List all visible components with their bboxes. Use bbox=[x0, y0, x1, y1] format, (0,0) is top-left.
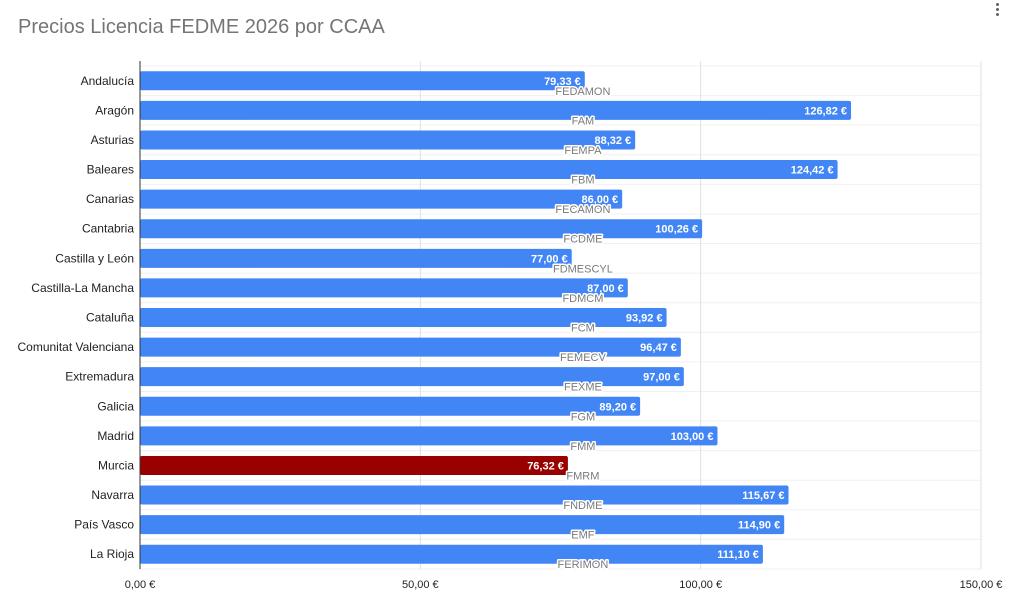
bar bbox=[140, 515, 785, 535]
value-label: 87,00 € bbox=[587, 283, 624, 295]
value-label: 103,00 € bbox=[671, 431, 714, 443]
federation-label: FCDME bbox=[563, 234, 602, 246]
federation-label: FMRM bbox=[566, 470, 599, 482]
federation-label: EMF bbox=[571, 530, 595, 542]
chart-title: Precios Licencia FEDME 2026 por CCAA bbox=[18, 16, 385, 38]
category-label: Asturias bbox=[91, 133, 134, 147]
value-label: 114,90 € bbox=[738, 520, 780, 532]
value-label: 100,26 € bbox=[655, 224, 698, 236]
bar bbox=[140, 485, 789, 505]
more-options-button[interactable] bbox=[990, 0, 1006, 18]
category-label: Canarias bbox=[86, 192, 134, 206]
federation-label: FNDME bbox=[563, 500, 602, 512]
bar bbox=[140, 189, 623, 209]
bar bbox=[140, 160, 838, 180]
value-label: 96,47 € bbox=[640, 342, 677, 354]
category-label: Murcia bbox=[98, 458, 134, 472]
x-tick-label: 150,00 € bbox=[960, 579, 1003, 591]
federation-label: FMM bbox=[570, 441, 595, 453]
federation-label: FAM bbox=[572, 115, 595, 127]
category-label: Cataluña bbox=[86, 311, 134, 325]
federation-label: FECAMON bbox=[555, 204, 610, 216]
value-label: 111,10 € bbox=[717, 549, 759, 561]
value-label: 89,20 € bbox=[599, 401, 636, 413]
federation-label: FDMESCYL bbox=[553, 263, 613, 275]
value-label: 86,00 € bbox=[581, 194, 618, 206]
federation-label: FDMCM bbox=[562, 293, 603, 305]
x-tick-label: 50,00 € bbox=[402, 579, 439, 591]
bar bbox=[140, 100, 852, 120]
bar bbox=[140, 219, 703, 239]
category-label: Castilla y León bbox=[55, 251, 134, 265]
category-label: Extremadura bbox=[65, 370, 134, 384]
category-label: Castilla-La Mancha bbox=[31, 281, 134, 295]
value-label: 77,00 € bbox=[531, 253, 568, 265]
bar bbox=[140, 130, 636, 150]
category-label: Cantabria bbox=[82, 222, 134, 236]
bar bbox=[140, 308, 667, 327]
value-label: 79,33 € bbox=[544, 76, 581, 88]
value-label: 124,42 € bbox=[791, 165, 834, 177]
category-label: Galicia bbox=[97, 399, 134, 413]
federation-label: FGM bbox=[571, 411, 595, 423]
bar bbox=[140, 367, 684, 387]
x-tick-label: 100,00 € bbox=[679, 579, 722, 591]
category-label: Andalucía bbox=[81, 74, 135, 88]
category-label: Navarra bbox=[91, 488, 134, 502]
value-label: 88,32 € bbox=[594, 135, 631, 147]
federation-label: FEDAMON bbox=[555, 86, 610, 98]
federation-label: FERIMON bbox=[558, 559, 609, 571]
category-label: Baleares bbox=[87, 163, 134, 177]
value-label: 97,00 € bbox=[643, 372, 680, 384]
category-label: Aragón bbox=[95, 103, 134, 117]
category-label: País Vasco bbox=[74, 518, 134, 532]
bar bbox=[140, 544, 763, 564]
bar bbox=[140, 278, 628, 298]
bar bbox=[140, 426, 718, 446]
federation-label: FBM bbox=[571, 175, 594, 187]
value-label: 93,92 € bbox=[626, 313, 663, 325]
federation-label: FEMECV bbox=[560, 352, 607, 364]
category-label: Comunitat Valenciana bbox=[17, 340, 134, 354]
value-label: 126,82 € bbox=[804, 105, 847, 117]
bar bbox=[140, 396, 641, 416]
bar bbox=[140, 337, 681, 357]
bar bbox=[140, 455, 568, 475]
value-label: 76,32 € bbox=[527, 460, 564, 472]
bar bbox=[140, 71, 585, 91]
category-label: La Rioja bbox=[90, 547, 134, 561]
x-tick-label: 0,00 € bbox=[125, 579, 156, 591]
more-vert-icon-dot bbox=[996, 13, 999, 16]
federation-label: FCM bbox=[571, 323, 595, 335]
category-label: Madrid bbox=[97, 429, 134, 443]
federation-label: FEMPA bbox=[564, 145, 602, 157]
federation-label: FEXME bbox=[564, 382, 602, 394]
value-label: 115,67 € bbox=[742, 490, 784, 502]
more-vert-icon bbox=[996, 3, 999, 6]
more-vert-icon-dot bbox=[996, 8, 999, 11]
bar bbox=[140, 248, 572, 268]
